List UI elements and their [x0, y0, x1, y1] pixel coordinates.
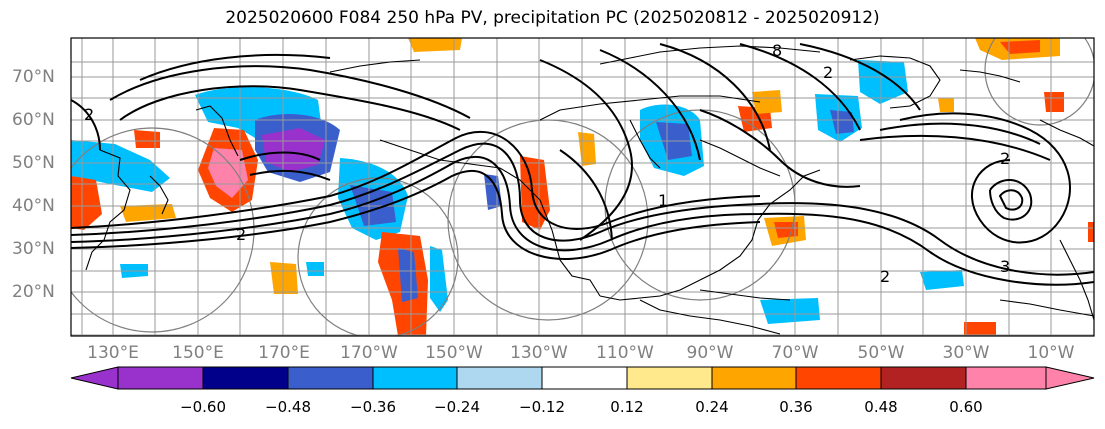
- contour-label: 3: [1000, 257, 1010, 276]
- colorbar-high-extension: [1045, 366, 1095, 390]
- contour-label: 2: [880, 267, 890, 286]
- colorbar-tick-label: 0.36: [779, 398, 813, 416]
- colorbar-segment: [626, 366, 713, 390]
- lon-label: 150°E: [172, 343, 224, 363]
- contour-label: 2: [823, 63, 833, 82]
- colorbar-tick-label: 0.12: [610, 398, 644, 416]
- lon-label: 170°W: [340, 343, 398, 363]
- map-title: 2025020600 F084 250 hPa PV, precipitatio…: [225, 8, 880, 28]
- contour-labels: 2 2 2 2 2 3 8 1: [84, 41, 1010, 286]
- colorbar-tick-label: −0.60: [180, 398, 226, 416]
- lon-label: 170°E: [258, 343, 310, 363]
- contour-label: 2: [236, 225, 246, 244]
- coastlines: [85, 45, 1094, 335]
- colorbar-tick-label: −0.12: [519, 398, 565, 416]
- colorbar-segment: [880, 366, 967, 390]
- colorbar-segment: [711, 366, 797, 390]
- contour-label: 1: [658, 191, 668, 210]
- colorbar-tick-label: 0.24: [695, 398, 729, 416]
- lat-label: 60°N: [12, 110, 55, 130]
- lon-label: 50°W: [857, 343, 905, 363]
- lon-label: 110°W: [596, 343, 654, 363]
- colorbar-segment: [541, 366, 628, 390]
- lat-label: 50°N: [12, 153, 55, 173]
- map-border: [70, 37, 1095, 337]
- lat-label: 40°N: [12, 196, 55, 216]
- lon-label: 30°W: [942, 343, 990, 363]
- colorbar-tick-label: 0.60: [949, 398, 983, 416]
- colorbar-segment: [287, 366, 374, 390]
- pv-contours: [71, 43, 1094, 286]
- colorbar-tick-label: 0.48: [864, 398, 898, 416]
- lon-label: 10°W: [1027, 343, 1075, 363]
- colorbar-segment: [456, 366, 543, 390]
- lat-label: 20°N: [12, 282, 55, 302]
- colorbar-tick-label: −0.36: [350, 398, 396, 416]
- colorbar: [70, 366, 1095, 390]
- graticule: [71, 38, 1094, 336]
- colorbar-segment: [117, 366, 204, 390]
- colorbar-segment: [965, 366, 1047, 390]
- lon-label: 130°E: [87, 343, 139, 363]
- colorbar-segment: [795, 366, 882, 390]
- contour-label: 2: [84, 105, 94, 124]
- colorbar-tick-label: −0.24: [434, 398, 480, 416]
- colorbar-segment: [202, 366, 289, 390]
- contour-label: 8: [772, 41, 782, 60]
- colorbar-segment: [372, 366, 458, 390]
- lat-label: 70°N: [12, 67, 55, 87]
- colorbar-tick-label: −0.48: [265, 398, 311, 416]
- contour-label: 2: [1000, 149, 1010, 168]
- lon-label: 130°W: [510, 343, 568, 363]
- lon-label: 90°W: [686, 343, 734, 363]
- lon-label: 70°W: [771, 343, 819, 363]
- lon-label: 150°W: [425, 343, 483, 363]
- lat-label: 30°N: [12, 239, 55, 259]
- colorbar-low-extension: [70, 366, 119, 390]
